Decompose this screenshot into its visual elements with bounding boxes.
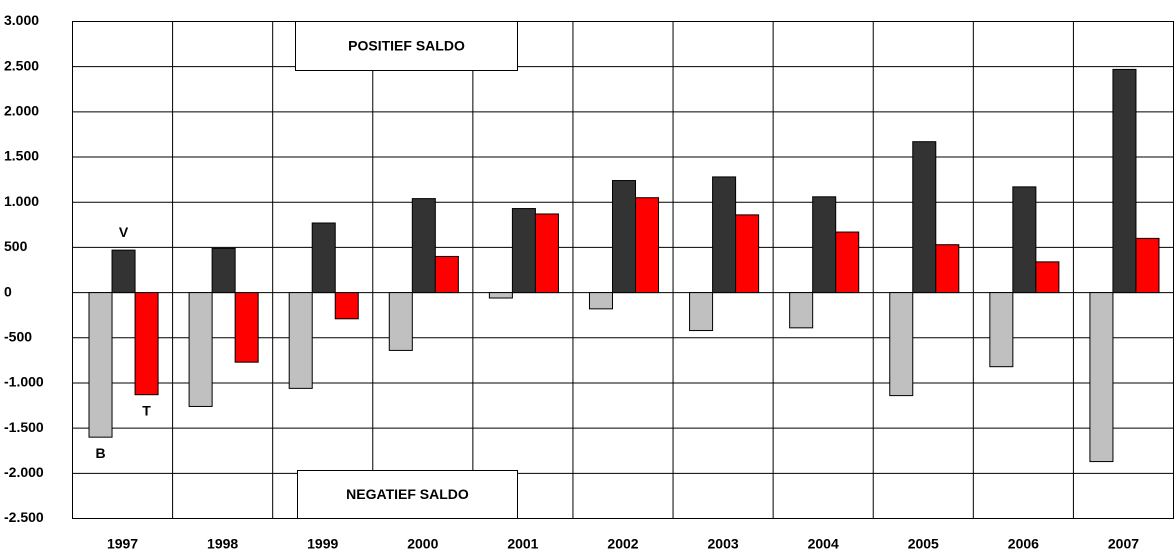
annotation-box [295,21,518,71]
x-tick-label: 1998 [207,536,238,552]
y-tick-label: 0 [4,283,12,299]
y-tick-label: -500 [4,328,32,344]
y-tick-label: -2.000 [4,464,44,480]
bar [1135,237,1160,294]
bar [789,292,814,329]
bar [1112,68,1137,294]
bar [835,231,860,294]
series-label: T [142,402,151,418]
y-tick-label: 2.500 [4,57,39,73]
x-tick-label: 1999 [307,536,338,552]
y-tick-label: -2.500 [4,509,44,525]
x-tick-label: 2001 [507,536,538,552]
bar [288,292,313,389]
bar [812,196,837,294]
y-tick-label: 2.000 [4,103,39,119]
x-tick-label: 1997 [107,536,138,552]
x-tick-label: 2006 [1008,536,1039,552]
bar [935,244,960,294]
bar [311,222,336,294]
bar [588,292,613,310]
series-label: B [95,445,105,461]
bar [1035,261,1060,294]
y-tick-label: 3.000 [4,12,39,28]
bar [211,247,236,294]
bar [188,292,213,407]
x-tick-label: 2002 [607,536,638,552]
bar [488,292,513,299]
bar [735,214,760,294]
annotation: NEGATIEF SALDO [346,486,469,502]
x-tick-label: 2004 [808,536,839,552]
bar [134,292,159,396]
bar [411,198,436,294]
y-tick-label: -1.500 [4,419,44,435]
annotation-box [297,470,518,519]
bar [111,249,136,294]
series-label: V [119,224,129,240]
bar [434,255,459,294]
x-tick-label: 2003 [708,536,739,552]
y-tick-label: 1.500 [4,148,39,164]
bar [234,292,259,363]
bar [88,292,113,438]
bar [712,176,737,294]
bar [989,292,1014,368]
y-tick-label: 500 [4,238,28,254]
x-tick-label: 2005 [908,536,939,552]
bar [334,292,359,320]
bar [534,213,559,294]
bar [511,208,536,294]
bar [912,141,937,294]
y-tick-label: -1.000 [4,374,44,390]
x-tick-label: 2000 [407,536,438,552]
bar [388,292,413,351]
bar [689,292,714,332]
bar [635,197,660,294]
bar [1012,186,1037,294]
x-tick-label: 2007 [1108,536,1139,552]
bar [1089,292,1114,463]
y-tick-label: 1.000 [4,193,39,209]
bar [889,292,914,397]
annotation: POSITIEF SALDO [348,38,465,54]
bar [611,180,637,294]
